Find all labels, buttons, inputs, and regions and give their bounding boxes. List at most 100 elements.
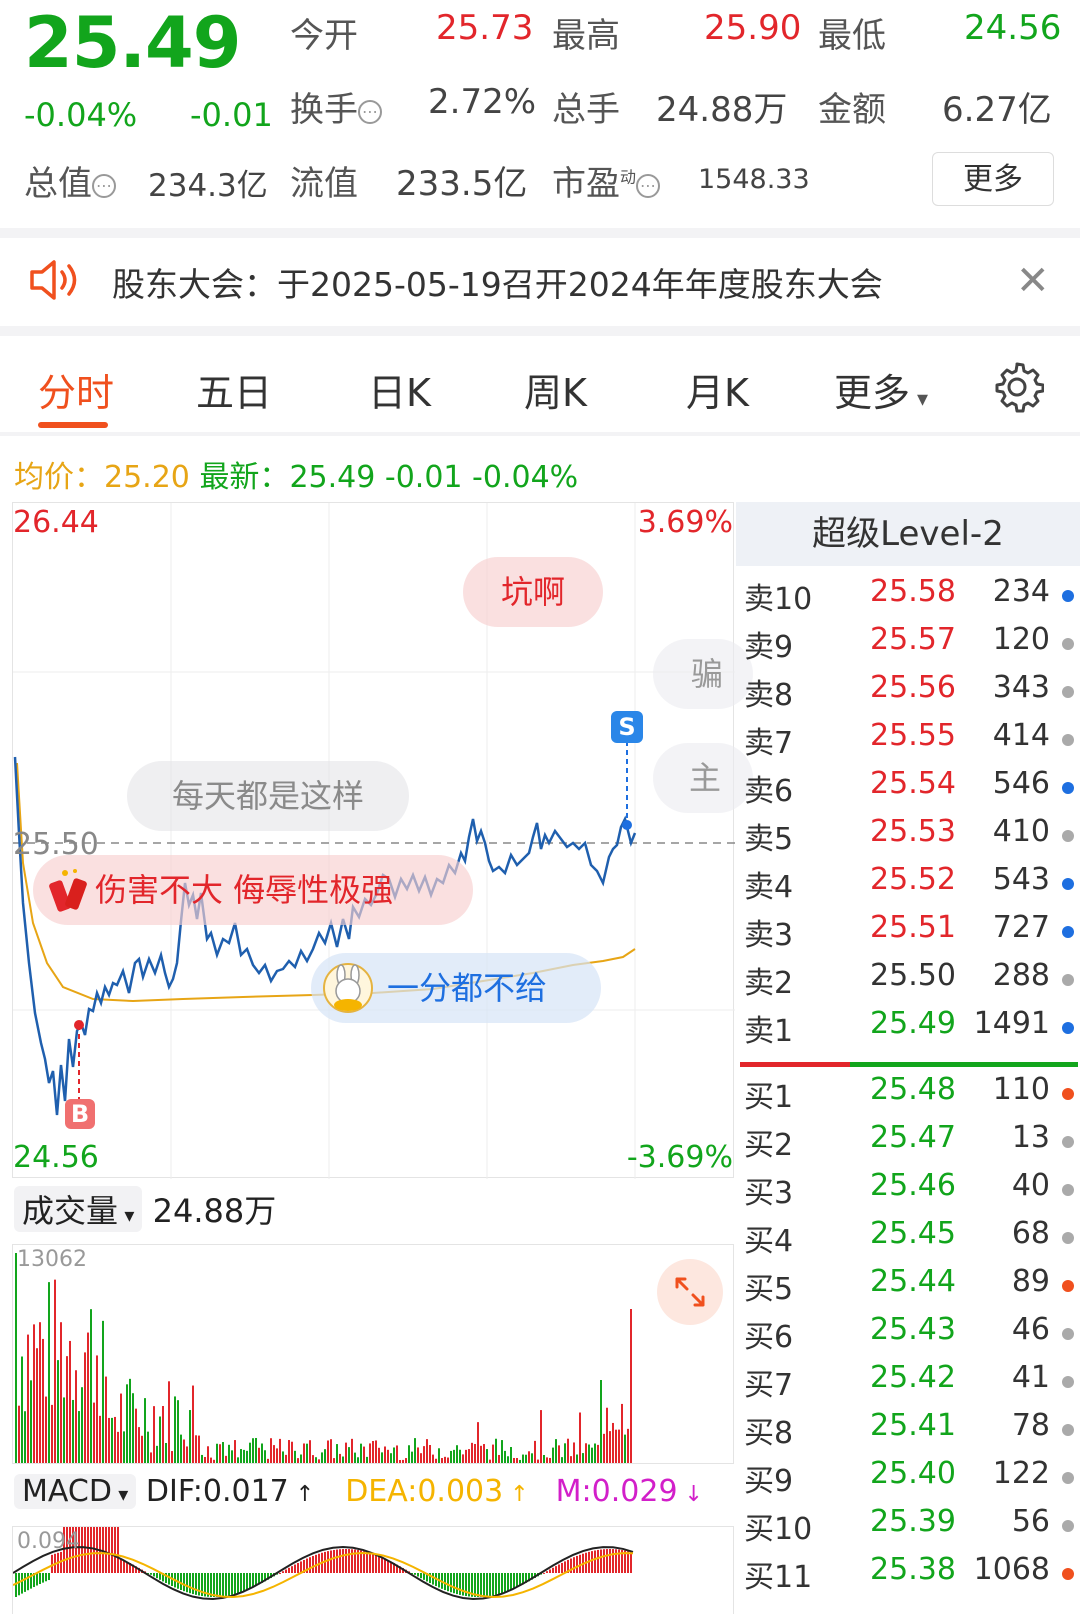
- buy-level-price: 25.47: [870, 1120, 956, 1155]
- macd-bar: [282, 1571, 284, 1573]
- volume-bar: [168, 1381, 170, 1463]
- volume-chart[interactable]: 13062: [12, 1244, 734, 1464]
- buy-level-row[interactable]: 买11 25.38 1068: [736, 1552, 1080, 1600]
- macd-m: M:0.029: [555, 1474, 678, 1509]
- comment-bubble[interactable]: 伤害不大 侮辱性极强: [33, 855, 473, 925]
- volume-bar: [186, 1446, 188, 1463]
- buy-level-row[interactable]: 买3 25.46 40: [736, 1168, 1080, 1216]
- order-dot-icon: [1062, 830, 1074, 842]
- more-button[interactable]: 更多: [932, 152, 1054, 206]
- notice-text[interactable]: 股东大会：于2025-05-19召开2024年年度股东大会: [112, 265, 883, 304]
- volume-bar: [243, 1449, 245, 1463]
- gear-icon[interactable]: [990, 360, 1045, 418]
- buy-level-row[interactable]: 买10 25.39 56: [736, 1504, 1080, 1552]
- sell-level-row[interactable]: 卖9 25.57 120: [736, 622, 1080, 670]
- intraday-chart[interactable]: 26.44 3.69% 25.50 24.56 -3.69% 坑啊 每天都是这样…: [12, 502, 753, 1179]
- open-value: 25.73: [436, 8, 534, 48]
- sell-level-row[interactable]: 卖5 25.53 410: [736, 814, 1080, 862]
- tab-monthly-k[interactable]: 月K: [686, 371, 749, 415]
- buy-level-row[interactable]: 买5 25.44 89: [736, 1264, 1080, 1312]
- macd-header: MACD ▾ DIF:0.017 ↑ DEA:0.003 ↑ M:0.029 ↓: [14, 1474, 703, 1509]
- macd-bar: [102, 1527, 104, 1573]
- comment-bubble[interactable]: 每天都是这样: [127, 761, 409, 831]
- volume-bar: [228, 1444, 230, 1463]
- sell-level-row[interactable]: 卖8 25.56 343: [736, 670, 1080, 718]
- volume-bar: [426, 1439, 428, 1463]
- volume-bar: [57, 1360, 59, 1463]
- buy-marker[interactable]: B: [65, 1099, 95, 1129]
- sell-level-row[interactable]: 卖3 25.51 727: [736, 910, 1080, 958]
- buy-level-row[interactable]: 买1 25.48 110: [736, 1072, 1080, 1120]
- question-icon[interactable]: ⋯: [92, 173, 116, 198]
- sell-level-row[interactable]: 卖1 25.49 1491: [736, 1006, 1080, 1054]
- tab-weekly-k[interactable]: 周K: [524, 371, 587, 415]
- tab-intraday[interactable]: 分时: [38, 371, 115, 415]
- comment-bubble[interactable]: 主: [653, 743, 753, 813]
- buy-level-row[interactable]: 买2 25.47 13: [736, 1120, 1080, 1168]
- volume-bar: [237, 1457, 239, 1463]
- buy-level-row[interactable]: 买6 25.43 46: [736, 1312, 1080, 1360]
- sell-level-row[interactable]: 卖6 25.54 546: [736, 766, 1080, 814]
- expand-icon[interactable]: [657, 1259, 723, 1325]
- volume-bar: [51, 1404, 53, 1463]
- macd-bar: [468, 1573, 470, 1597]
- volume-bar: [270, 1438, 272, 1463]
- volume-indicator-select[interactable]: 成交量 ▾: [14, 1186, 143, 1232]
- macd-bar: [462, 1573, 464, 1596]
- volume-bar: [255, 1437, 257, 1463]
- volume-bar: [33, 1324, 35, 1463]
- latest-percent: -0.04%: [472, 460, 579, 495]
- macd-bar: [606, 1549, 608, 1573]
- tab-daily-k[interactable]: 日K: [368, 371, 431, 415]
- sell-level-row[interactable]: 卖7 25.55 414: [736, 718, 1080, 766]
- buy-level-row[interactable]: 买8 25.41 78: [736, 1408, 1080, 1456]
- volume-bar: [192, 1385, 194, 1463]
- comment-bubble[interactable]: 骗: [653, 639, 753, 709]
- order-dot-icon: [1062, 1232, 1074, 1244]
- close-icon[interactable]: ✕: [1016, 258, 1050, 304]
- question-icon[interactable]: ⋯: [358, 99, 382, 124]
- volume-bar: [621, 1403, 623, 1463]
- macd-bar: [420, 1573, 422, 1579]
- sell-level-row[interactable]: 卖4 25.52 543: [736, 862, 1080, 910]
- volume-bar: [348, 1447, 350, 1463]
- volume-bar: [174, 1396, 176, 1463]
- mktcap-label[interactable]: 总值 ⋯: [24, 156, 116, 205]
- open-label: 今开: [290, 16, 358, 56]
- macd-bar: [48, 1573, 50, 1581]
- pe-label[interactable]: 市盈动 ⋯: [552, 156, 661, 205]
- sell-level-row[interactable]: 卖2 25.50 288: [736, 958, 1080, 1006]
- buy-level-name: 买9: [744, 1464, 794, 1499]
- sell-level-row[interactable]: 卖10 25.58 234: [736, 574, 1080, 622]
- macd-bar: [210, 1573, 212, 1597]
- buy-level-row[interactable]: 买4 25.45 68: [736, 1216, 1080, 1264]
- macd-bar: [63, 1527, 65, 1573]
- volume-bar: [300, 1454, 302, 1463]
- volume-bar: [15, 1253, 17, 1463]
- turnover-label[interactable]: 换手 ⋯: [290, 82, 382, 131]
- macd-bar: [381, 1557, 383, 1573]
- question-icon[interactable]: ⋯: [636, 173, 661, 198]
- macd-indicator-select[interactable]: MACD ▾: [14, 1474, 137, 1509]
- orderbook-title[interactable]: 超级Level-2: [736, 502, 1080, 566]
- comment-bubble[interactable]: 坑啊: [463, 557, 603, 627]
- tab-more[interactable]: 更多 ▾: [834, 371, 929, 415]
- tab-five-day[interactable]: 五日: [196, 371, 273, 415]
- volume-bar: [630, 1309, 632, 1463]
- volume-bar: [606, 1407, 608, 1463]
- order-dot-icon: [1062, 1472, 1074, 1484]
- volume-bar: [183, 1439, 185, 1463]
- buy-level-name: 买8: [744, 1416, 794, 1451]
- high-label: 最高: [552, 16, 620, 56]
- volume-bar: [87, 1332, 89, 1463]
- macd-bar: [285, 1569, 287, 1573]
- buy-level-row[interactable]: 买9 25.40 122: [736, 1456, 1080, 1504]
- sell-level-price: 25.52: [870, 862, 956, 897]
- sell-marker[interactable]: S: [611, 711, 643, 743]
- macd-bar: [213, 1573, 215, 1597]
- volume-bar: [468, 1449, 470, 1463]
- macd-bar: [573, 1557, 575, 1573]
- macd-bar: [261, 1573, 263, 1583]
- buy-level-row[interactable]: 买7 25.42 41: [736, 1360, 1080, 1408]
- macd-chart[interactable]: 0.094: [12, 1526, 734, 1614]
